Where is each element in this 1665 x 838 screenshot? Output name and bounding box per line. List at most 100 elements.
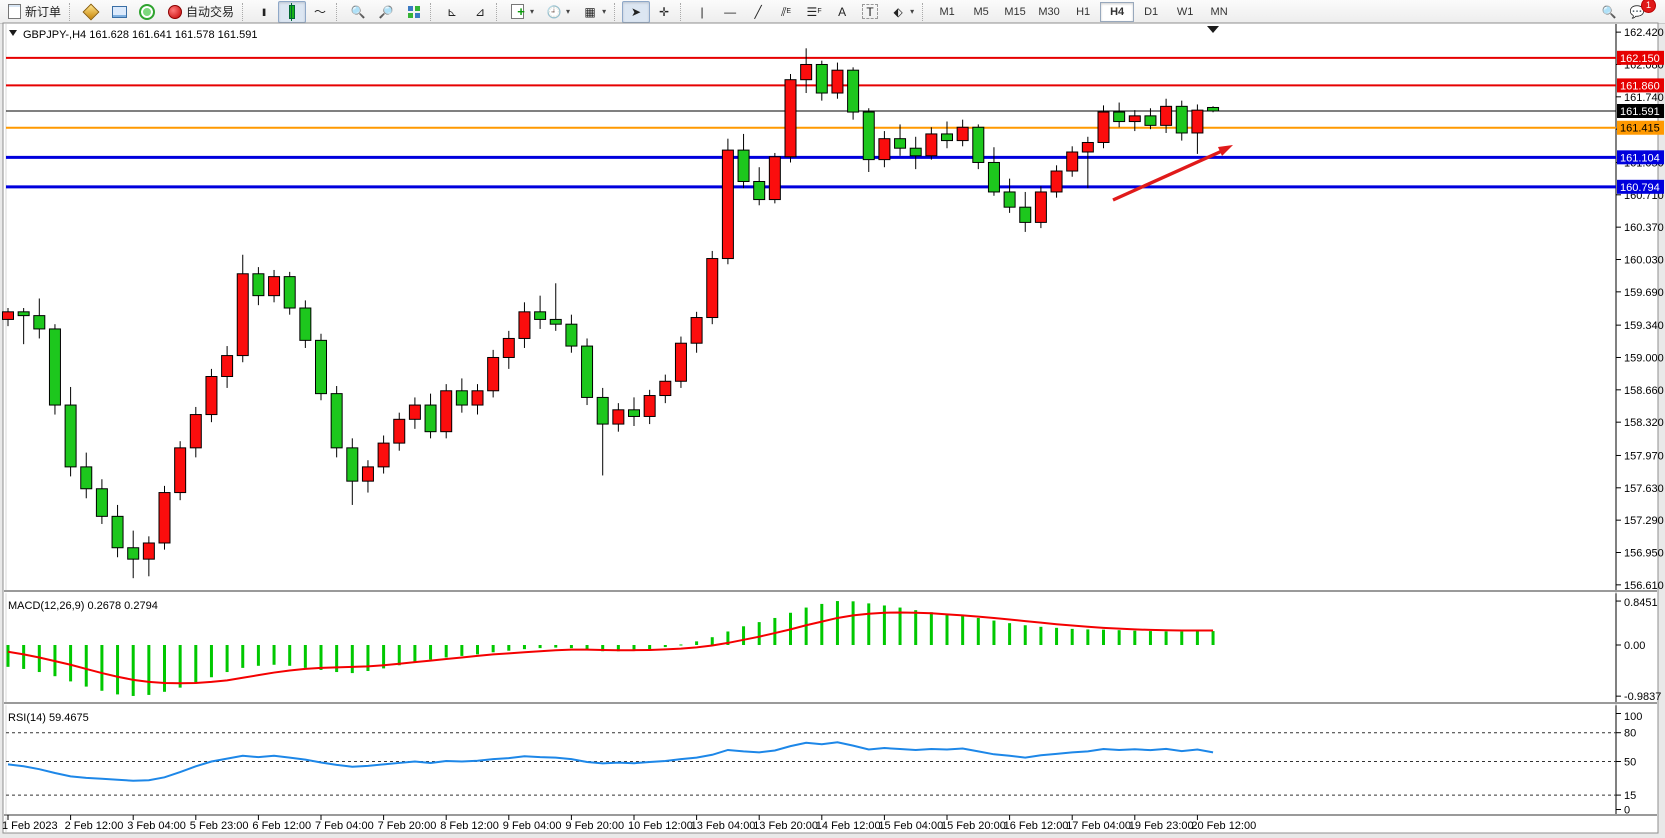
candle-body	[894, 138, 907, 149]
candlestick-chart-button[interactable]	[278, 0, 307, 23]
horizontal-line-button[interactable]: —	[716, 1, 744, 23]
candle-body	[1050, 170, 1063, 193]
horizontal-line-icon: —	[724, 4, 737, 19]
auto-trading-button[interactable]: 自动交易	[161, 1, 240, 23]
zoom-in-icon: 🔍	[350, 4, 366, 19]
timeframe-m1[interactable]: M1	[939, 5, 955, 18]
period-button[interactable]: 🕘 ▾	[546, 4, 571, 19]
symbol-dropdown-icon[interactable]	[9, 30, 17, 36]
macd-histogram-bar	[929, 612, 933, 645]
time-axis-label: 9 Feb 04:00	[503, 820, 562, 832]
macd-histogram-bar	[319, 645, 323, 670]
terminal-button[interactable]	[105, 1, 133, 23]
market-button[interactable]	[133, 1, 161, 23]
price-tick-label: 161.740	[1624, 92, 1664, 104]
macd-histogram-bar	[1195, 631, 1199, 645]
macd-histogram-bar	[1211, 631, 1215, 645]
shapes-button[interactable]: ⬖ ▾	[884, 1, 920, 23]
timeframe-m5[interactable]: M5	[973, 5, 989, 18]
new-order-button[interactable]: 新订单	[0, 1, 67, 23]
price-badge-label: 161.860	[1620, 80, 1660, 92]
macd-histogram-bar	[366, 645, 370, 671]
chart-shift-marker[interactable]	[1207, 26, 1219, 33]
vertical-line-button[interactable]: |	[688, 1, 716, 23]
price-tick-label: 162.420	[1624, 27, 1664, 39]
macd-histogram-bar	[288, 645, 292, 666]
macd-histogram-bar	[601, 645, 605, 652]
candle-body	[643, 395, 656, 417]
channel-icon: ⫽ E	[781, 4, 792, 19]
candle-body	[205, 376, 218, 416]
zoom-in-button[interactable]: 🔍	[344, 1, 372, 23]
cursor-button[interactable]: ➤	[622, 0, 651, 23]
candle-body	[815, 63, 828, 94]
fibonacci-button[interactable]: ☰ F	[800, 1, 828, 23]
channel-button[interactable]: ⫽ E	[772, 1, 800, 23]
candle-body	[1034, 191, 1047, 223]
macd-histogram-bar	[616, 645, 620, 652]
time-axis-label: 15 Feb 20:00	[941, 820, 1006, 832]
timeframe-w1[interactable]: W1	[1176, 5, 1194, 18]
candle-body	[581, 345, 594, 398]
macd-histogram-bar	[820, 603, 824, 645]
price-tick-label: 156.610	[1624, 580, 1664, 592]
bar-chart-button[interactable]: 𝅛	[250, 1, 278, 23]
search-button[interactable]: 🔍	[1595, 1, 1623, 23]
macd-histogram-bar	[992, 620, 996, 645]
crosshair-button[interactable]: ✛	[650, 1, 678, 23]
text-label-button[interactable]: T	[856, 1, 884, 23]
macd-histogram-bar	[773, 617, 777, 645]
arrange-windows-button[interactable]: ⊾	[438, 1, 466, 23]
timeframe-d1[interactable]: D1	[1144, 5, 1159, 18]
rsi-axis-label: 80	[1624, 728, 1636, 740]
candle-body	[549, 318, 562, 325]
candle-body	[361, 466, 374, 482]
price-badge-label: 161.591	[1620, 106, 1660, 118]
new-chart-button[interactable]: + ▾	[504, 1, 540, 23]
timeframe-h4[interactable]: H4	[1100, 1, 1135, 22]
notification-count-badge: 1	[1641, 0, 1656, 13]
candle-body	[236, 273, 249, 357]
tile-windows-button[interactable]	[400, 1, 428, 23]
macd-histogram-bar	[757, 622, 761, 645]
timeframe-m15[interactable]: M15	[1004, 5, 1026, 18]
macd-histogram-bar	[460, 645, 464, 656]
candle-body	[1128, 115, 1141, 123]
new-order-label: 新订单	[25, 5, 62, 19]
candle-body	[612, 409, 625, 425]
cascade-windows-button[interactable]: ⊿	[466, 1, 494, 23]
candle-body	[831, 69, 844, 94]
arrange-windows-icon: ⊾	[447, 4, 458, 19]
candle-body	[33, 315, 46, 330]
timeframe-h1[interactable]: H1	[1076, 5, 1091, 18]
price-badge-161.415	[1617, 120, 1664, 135]
notifications-button[interactable]: 💬 1	[1623, 0, 1656, 23]
price-badge-161.860	[1617, 78, 1664, 93]
macd-histogram-bar	[335, 645, 339, 673]
trendline-button[interactable]: ╱	[744, 1, 772, 23]
macd-histogram-bar	[178, 645, 182, 688]
zoom-out-button[interactable]: 🔎	[372, 1, 400, 23]
macd-histogram-bar	[1023, 625, 1027, 645]
price-badge-161.104	[1617, 150, 1664, 165]
time-axis-label: 19 Feb 23:00	[1129, 820, 1194, 832]
macd-histogram-bar	[1117, 630, 1121, 645]
timeframe-m30[interactable]: M30	[1038, 5, 1060, 18]
text-button[interactable]: A	[828, 1, 856, 23]
candle-body	[221, 355, 234, 378]
macd-histogram-bar	[429, 645, 433, 660]
line-chart-button[interactable]: 〜	[306, 1, 334, 23]
price-tick-label: 160.030	[1624, 254, 1664, 266]
candle-body	[377, 442, 390, 468]
timeframe-mn[interactable]: MN	[1210, 5, 1228, 18]
trend-arrow-annotation[interactable]	[1112, 149, 1223, 202]
time-axis-label: 3 Feb 04:00	[127, 820, 186, 832]
macd-histogram-bar	[835, 601, 839, 645]
macd-histogram-bar	[710, 637, 714, 645]
candle-body	[1191, 109, 1204, 134]
candle-body	[455, 390, 468, 406]
price-badge-162.150	[1617, 50, 1664, 65]
time-axis-label: 13 Feb 20:00	[753, 820, 818, 832]
template-button[interactable]: ▦ ▾	[576, 1, 612, 23]
